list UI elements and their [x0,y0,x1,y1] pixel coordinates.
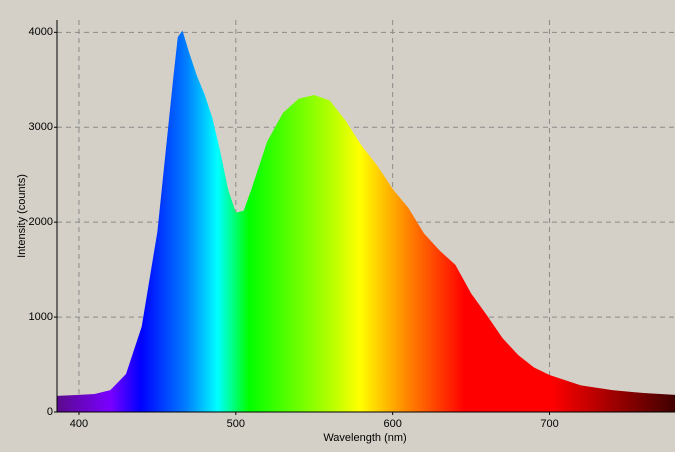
y-axis-label: Intensity (counts) [16,174,28,258]
x-tick-label: 600 [383,418,401,430]
x-axis-label: Wavelength (nm) [323,432,406,444]
y-tick-label: 2000 [29,216,53,228]
y-tick-label: 3000 [29,121,53,133]
spectrum-area [57,30,675,413]
x-tick-label: 500 [227,418,245,430]
y-tick-label: 1000 [29,311,53,323]
x-tick-label: 400 [70,418,88,430]
x-tick-label: 700 [540,418,558,430]
y-tick-label: 0 [47,406,53,418]
y-tick-label: 4000 [29,26,53,38]
